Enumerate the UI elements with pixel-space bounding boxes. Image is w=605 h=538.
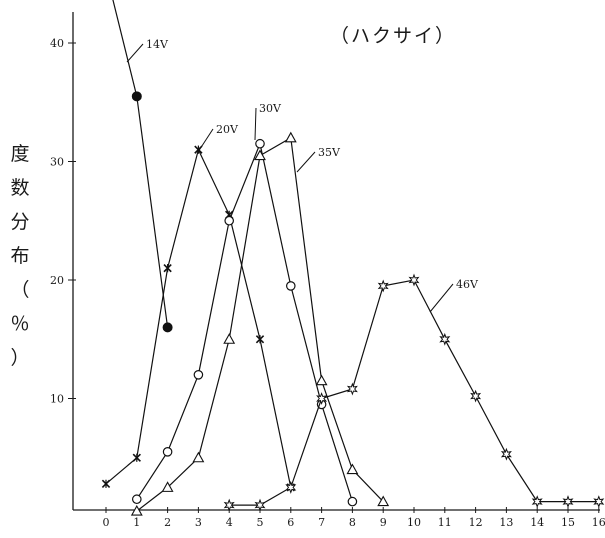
data-point-marker <box>193 369 204 380</box>
data-point-marker <box>130 504 143 516</box>
leader-line <box>296 151 316 173</box>
chart-title: （ハクサイ） <box>330 25 456 47</box>
y-tick-label: 10 <box>50 393 64 406</box>
series-labels: 14V 20V 30V 35V 46V <box>126 38 479 313</box>
series-label: 35V <box>318 146 341 159</box>
leader-line <box>254 107 257 141</box>
data-point-marker <box>162 447 173 457</box>
y-axis-label-text: 度数分布（％） <box>10 143 29 369</box>
series-label: 30V <box>259 102 282 115</box>
data-point-marker <box>192 451 205 463</box>
series-label: 20V <box>216 123 239 136</box>
series-line <box>136 136 384 512</box>
data-point-marker <box>408 273 420 287</box>
data-point-marker <box>132 453 141 462</box>
data-point-marker <box>162 322 173 333</box>
series-line <box>105 147 292 488</box>
data-point-marker <box>531 495 543 508</box>
data-point-marker <box>224 215 234 226</box>
data-point-marker <box>316 392 328 405</box>
y-axis-label: 度数分布（％） <box>10 143 29 369</box>
x-tick-label: 5 <box>257 516 264 529</box>
x-tick-label: 13 <box>499 516 513 529</box>
data-point-marker <box>223 333 236 344</box>
x-tick-label: 6 <box>287 516 294 529</box>
data-point-marker <box>347 496 358 507</box>
x-tick-label: 0 <box>103 516 110 529</box>
series-14V <box>112 0 173 333</box>
x-tick-label: 9 <box>380 516 387 529</box>
data-point-marker <box>254 498 266 512</box>
series-46V <box>223 273 605 512</box>
x-tick-label: 4 <box>226 516 233 529</box>
data-point-marker <box>285 480 297 494</box>
x-tick-label: 15 <box>561 516 575 529</box>
x-tick-label: 2 <box>164 516 171 529</box>
leader-line <box>429 283 454 313</box>
data-point-marker <box>161 481 174 492</box>
data-point-marker <box>131 91 142 102</box>
series-20V <box>101 145 295 492</box>
data-point-marker <box>593 495 605 508</box>
y-tick-label: 20 <box>50 274 64 287</box>
data-point-marker <box>377 495 390 507</box>
x-tick-label: 11 <box>438 516 452 529</box>
data-point-marker <box>132 494 142 505</box>
axes <box>72 12 600 511</box>
x-tick-label: 3 <box>195 516 202 529</box>
data-point-marker <box>101 479 111 488</box>
x-tick-label: 16 <box>592 516 605 529</box>
x-tick-label: 8 <box>349 516 356 529</box>
data-point-marker <box>163 263 172 273</box>
data-point-marker <box>223 498 235 512</box>
data-point-marker <box>284 131 297 143</box>
series-35V <box>130 131 390 516</box>
y-tick-label: 40 <box>50 37 64 50</box>
x-tick-label: 14 <box>530 516 544 529</box>
data-point-marker <box>346 382 358 396</box>
x-tick-label: 7 <box>318 516 325 529</box>
x-tick-label: 10 <box>407 516 421 529</box>
data-point-marker <box>562 495 574 509</box>
data-point-marker <box>255 138 265 149</box>
series-label: 14V <box>146 38 169 51</box>
y-tick-label: 30 <box>50 156 64 169</box>
data-point-marker <box>285 281 296 291</box>
data-point-marker <box>377 279 389 293</box>
data-point-marker <box>500 447 512 461</box>
data-point-marker <box>439 332 451 346</box>
series-layer <box>101 0 605 516</box>
series-line <box>229 279 599 506</box>
leader-line <box>197 128 214 153</box>
x-tick-label: 12 <box>469 516 483 529</box>
data-point-marker <box>470 389 482 403</box>
series-label: 46V <box>456 278 479 291</box>
data-point-marker <box>254 149 266 161</box>
data-point-marker <box>315 374 328 386</box>
x-tick-label: 1 <box>133 516 140 529</box>
data-point-marker <box>255 335 265 344</box>
ticks: 0123456789101112131415161020304046 <box>50 37 605 529</box>
leader-line <box>126 43 144 63</box>
data-point-marker <box>346 463 359 475</box>
